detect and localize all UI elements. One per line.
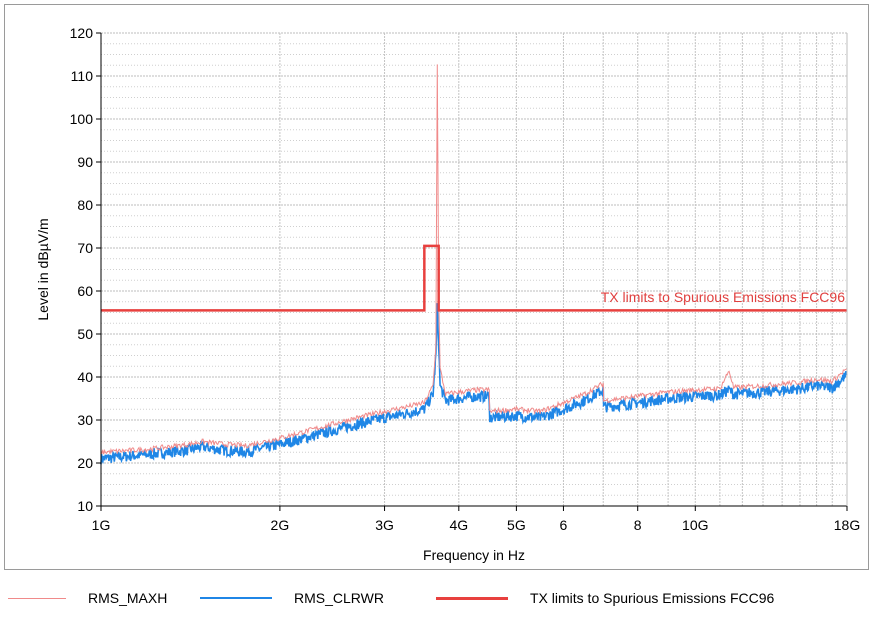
legend: RMS_MAXH RMS_CLRWR TX limits to Spurious…	[0, 586, 873, 610]
legend-swatch-rms-maxh	[8, 597, 66, 599]
legend-label-tx-limits: TX limits to Spurious Emissions FCC96	[530, 590, 775, 606]
x-tick-label: 6	[560, 517, 568, 533]
x-tick-label: 1G	[92, 517, 111, 533]
y-tick-label: 50	[77, 326, 93, 342]
x-tick-label: 10G	[682, 517, 708, 533]
y-tick-label: 80	[77, 197, 93, 213]
legend-swatch-tx-limits	[436, 596, 508, 600]
series-tx-limits	[101, 244, 847, 312]
x-tick-label: 8	[634, 517, 642, 533]
grid	[100, 32, 848, 507]
series-rms-maxh	[100, 64, 848, 455]
y-tick-label: 90	[77, 154, 93, 170]
x-tick-label: 4G	[449, 517, 468, 533]
legend-label-rms-maxh: RMS_MAXH	[88, 590, 168, 606]
y-tick-label: 20	[77, 455, 93, 471]
y-tick-label: 70	[77, 240, 93, 256]
tick-labels: 10 20 30 40 50 60 70 80 90 100 110 120 1G 2G 3G 4G 5G 6 8 1…	[70, 25, 861, 533]
limit-annotation: TX limits to Spurious Emissions FCC96	[601, 289, 846, 305]
x-tick-label: 18G	[834, 517, 860, 533]
legend-item-tx-limits: TX limits to Spurious Emissions FCC96	[436, 586, 774, 610]
legend-item-rms-maxh: RMS_MAXH	[8, 586, 167, 610]
x-tick-label: 5G	[507, 517, 526, 533]
x-tick-label: 3G	[375, 517, 394, 533]
x-tick-label: 2G	[271, 517, 290, 533]
y-tick-label: 100	[70, 111, 94, 127]
legend-label-rms-clrwr: RMS_CLRWR	[294, 590, 384, 606]
legend-swatch-rms-clrwr	[200, 597, 272, 599]
y-tick-label: 30	[77, 412, 93, 428]
y-tick-label: 40	[77, 369, 93, 385]
series-layer	[100, 64, 848, 465]
series-rms-clrwr	[100, 303, 848, 465]
chart: 10 20 30 40 50 60 70 80 90 100 110 120 1G 2G 3G 4G 5G 6 8 1…	[35, 25, 861, 563]
legend-item-rms-clrwr: RMS_CLRWR	[200, 586, 384, 610]
x-axis-title: Frequency in Hz	[423, 547, 525, 563]
axes	[96, 32, 848, 511]
y-tick-label: 120	[70, 25, 94, 41]
y-tick-label: 10	[77, 498, 93, 514]
y-tick-label: 60	[77, 283, 93, 299]
y-axis-title: Level in dBµV/m	[35, 218, 51, 320]
y-tick-label: 110	[71, 68, 94, 84]
